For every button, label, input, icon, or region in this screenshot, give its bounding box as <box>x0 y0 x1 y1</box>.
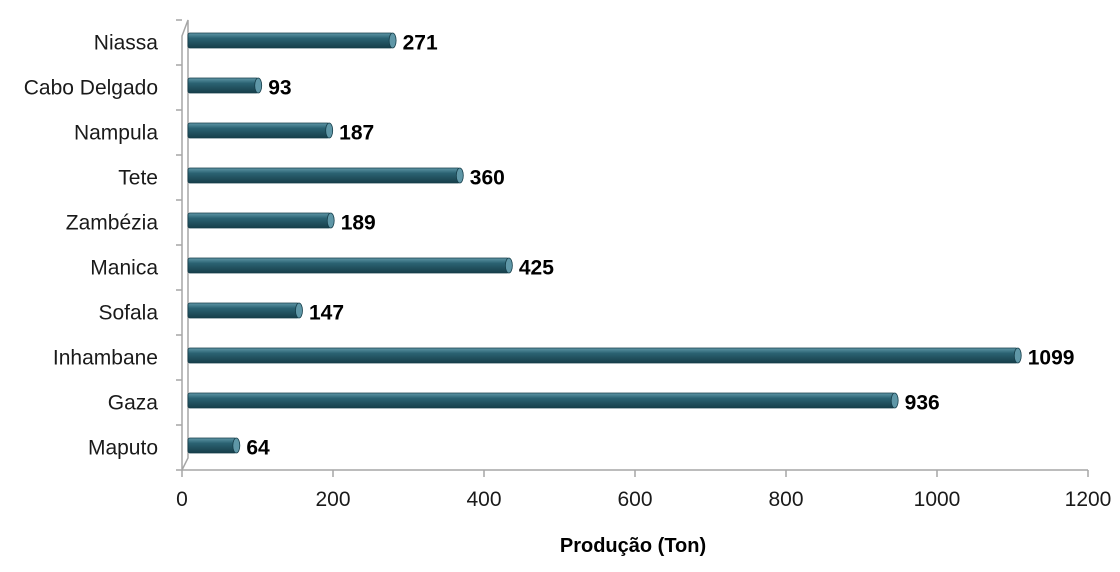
data-label: 93 <box>268 77 291 100</box>
bar <box>187 212 332 229</box>
bar-end-cap <box>232 437 241 454</box>
x-tick-label: 0 <box>176 488 188 511</box>
bar <box>187 437 237 454</box>
bar-end-cap <box>388 32 397 49</box>
bar-end-cap <box>254 77 263 94</box>
data-label: 64 <box>246 437 270 460</box>
category-label: Cabo Delgado <box>24 77 158 100</box>
bar <box>187 347 1019 364</box>
category-label: Gaza <box>108 392 159 415</box>
labels: 0 200 400 600 800 1000 1200 Niassa 271 Cabo Delga… <box>24 32 1112 512</box>
x-axis-title: Produção (Ton) <box>560 535 706 557</box>
category-label: Maputo <box>88 437 158 460</box>
bar <box>187 167 461 184</box>
data-label: 187 <box>339 122 374 145</box>
category-label: Tete <box>118 167 158 190</box>
x-tick-label: 600 <box>617 488 652 511</box>
data-label: 936 <box>905 392 940 415</box>
bar-end-cap <box>325 122 334 139</box>
bar <box>187 32 394 49</box>
bar <box>187 392 896 409</box>
x-tick-label: 800 <box>768 488 803 511</box>
category-label: Zambézia <box>66 212 159 235</box>
category-label: Nampula <box>74 122 158 145</box>
data-label: 189 <box>341 212 376 235</box>
x-tick-label: 1200 <box>1065 488 1112 511</box>
bar-end-cap <box>326 212 335 229</box>
bar <box>187 122 330 139</box>
x-tick-label: 400 <box>466 488 501 511</box>
bar <box>187 302 300 319</box>
x-tick-label: 1000 <box>914 488 961 511</box>
bars <box>187 32 1022 454</box>
bar-end-cap <box>504 257 513 274</box>
category-label: Sofala <box>98 302 158 325</box>
bar-end-cap <box>295 302 303 319</box>
category-label: Niassa <box>94 32 159 55</box>
data-label: 271 <box>403 32 438 55</box>
data-label: 425 <box>519 257 554 280</box>
axes <box>176 19 1089 477</box>
data-label: 1099 <box>1028 347 1075 370</box>
category-label: Manica <box>90 257 158 280</box>
bar <box>187 77 259 94</box>
bar <box>187 257 510 274</box>
y-axis-wall <box>181 19 189 471</box>
bar-end-cap <box>890 392 899 409</box>
bar-end-cap <box>455 167 464 184</box>
bar-end-cap <box>1013 347 1022 364</box>
data-label: 147 <box>309 302 344 325</box>
x-tick-label: 200 <box>315 488 350 511</box>
category-label: Inhambane <box>53 347 158 370</box>
data-label: 360 <box>470 167 505 190</box>
